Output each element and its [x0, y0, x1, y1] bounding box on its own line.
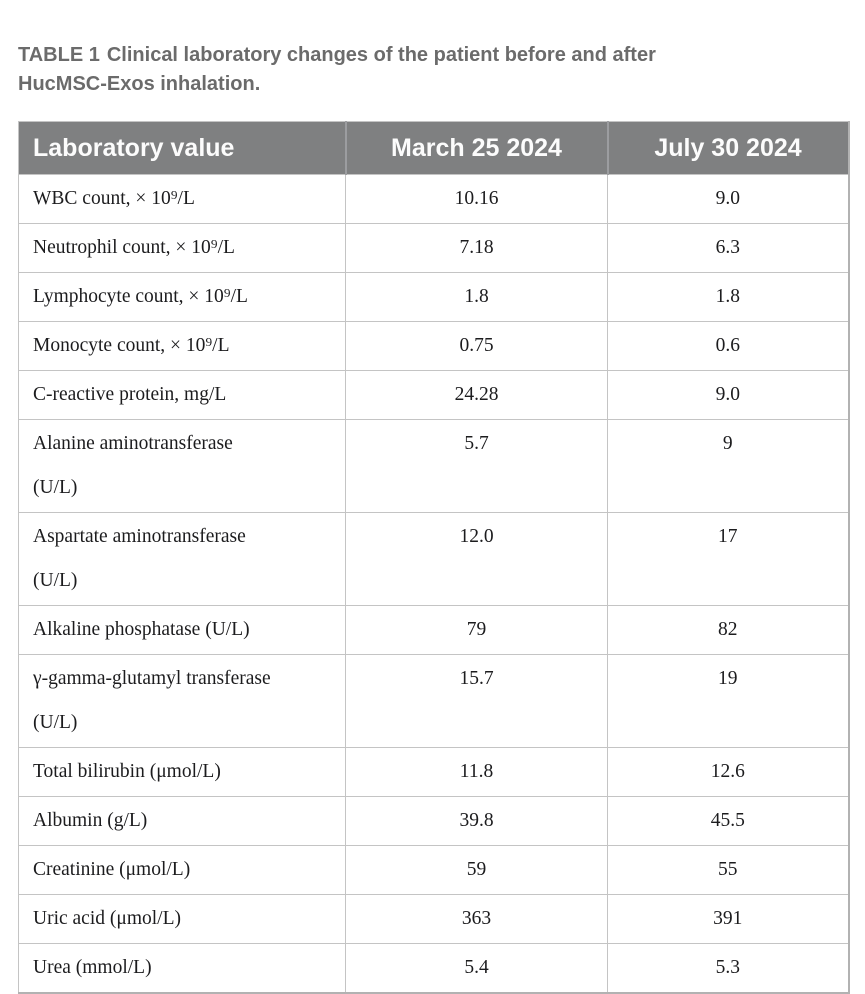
table-row: WBC count, × 10⁹/L10.169.0: [19, 175, 849, 224]
value-july-30-2024: 6.3: [608, 224, 849, 273]
table-caption: TABLE 1Clinical laboratory changes of th…: [18, 12, 848, 99]
table-caption-label: TABLE 1: [18, 44, 100, 66]
value-march-25-2024: 7.18: [346, 224, 608, 273]
table-caption-text: Clinical laboratory changes of the patie…: [18, 44, 656, 95]
table-row: Total bilirubin (μmol/L)11.812.6: [19, 748, 849, 797]
table-body: WBC count, × 10⁹/L10.169.0Neutrophil cou…: [19, 175, 849, 994]
value-july-30-2024: 82: [608, 606, 849, 655]
value-july-30-2024: 45.5: [608, 797, 849, 846]
value-july-30-2024: 17: [608, 513, 849, 606]
header-march-25-2024: March 25 2024: [346, 122, 608, 175]
value-march-25-2024: 59: [346, 846, 608, 895]
table-row: Albumin (g/L)39.845.5: [19, 797, 849, 846]
row-label: Monocyte count, × 10⁹/L: [19, 322, 346, 371]
value-july-30-2024: 5.3: [608, 944, 849, 994]
row-label: γ-gamma-glutamyl transferase (U/L): [19, 655, 346, 748]
value-march-25-2024: 39.8: [346, 797, 608, 846]
row-label: Aspartate aminotransferase (U/L): [19, 513, 346, 606]
table-row: Aspartate aminotransferase (U/L)12.017: [19, 513, 849, 606]
value-july-30-2024: 9.0: [608, 371, 849, 420]
table-row: Monocyte count, × 10⁹/L0.750.6: [19, 322, 849, 371]
value-march-25-2024: 1.8: [346, 273, 608, 322]
row-label: Urea (mmol/L): [19, 944, 346, 994]
table-header-row: Laboratory value March 25 2024 July 30 2…: [19, 122, 849, 175]
value-march-25-2024: 10.16: [346, 175, 608, 224]
value-march-25-2024: 5.7: [346, 420, 608, 513]
value-july-30-2024: 1.8: [608, 273, 849, 322]
value-march-25-2024: 79: [346, 606, 608, 655]
value-march-25-2024: 5.4: [346, 944, 608, 994]
value-march-25-2024: 15.7: [346, 655, 608, 748]
header-laboratory-value: Laboratory value: [19, 122, 346, 175]
value-march-25-2024: 0.75: [346, 322, 608, 371]
value-july-30-2024: 9.0: [608, 175, 849, 224]
row-label: C-reactive protein, mg/L: [19, 371, 346, 420]
page: TABLE 1Clinical laboratory changes of th…: [0, 0, 865, 994]
row-label: WBC count, × 10⁹/L: [19, 175, 346, 224]
row-label: Total bilirubin (μmol/L): [19, 748, 346, 797]
value-july-30-2024: 391: [608, 895, 849, 944]
row-label: Neutrophil count, × 10⁹/L: [19, 224, 346, 273]
value-march-25-2024: 24.28: [346, 371, 608, 420]
value-july-30-2024: 12.6: [608, 748, 849, 797]
row-label: Uric acid (μmol/L): [19, 895, 346, 944]
value-july-30-2024: 9: [608, 420, 849, 513]
value-march-25-2024: 11.8: [346, 748, 608, 797]
value-march-25-2024: 363: [346, 895, 608, 944]
table-row: Alanine aminotransferase (U/L)5.79: [19, 420, 849, 513]
row-label: Alanine aminotransferase (U/L): [19, 420, 346, 513]
table-row: Lymphocyte count, × 10⁹/L1.81.8: [19, 273, 849, 322]
value-july-30-2024: 0.6: [608, 322, 849, 371]
value-july-30-2024: 19: [608, 655, 849, 748]
table-row: Urea (mmol/L)5.45.3: [19, 944, 849, 994]
table-row: Uric acid (μmol/L)363391: [19, 895, 849, 944]
table-row: Creatinine (μmol/L)5955: [19, 846, 849, 895]
table-row: C-reactive protein, mg/L24.289.0: [19, 371, 849, 420]
row-label: Creatinine (μmol/L): [19, 846, 346, 895]
header-july-30-2024: July 30 2024: [608, 122, 849, 175]
table-row: Alkaline phosphatase (U/L)7982: [19, 606, 849, 655]
table-row: Neutrophil count, × 10⁹/L7.186.3: [19, 224, 849, 273]
row-label: Lymphocyte count, × 10⁹/L: [19, 273, 346, 322]
value-july-30-2024: 55: [608, 846, 849, 895]
lab-values-table: Laboratory value March 25 2024 July 30 2…: [18, 121, 850, 994]
table-row: γ-gamma-glutamyl transferase (U/L)15.719: [19, 655, 849, 748]
value-march-25-2024: 12.0: [346, 513, 608, 606]
row-label: Albumin (g/L): [19, 797, 346, 846]
row-label: Alkaline phosphatase (U/L): [19, 606, 346, 655]
